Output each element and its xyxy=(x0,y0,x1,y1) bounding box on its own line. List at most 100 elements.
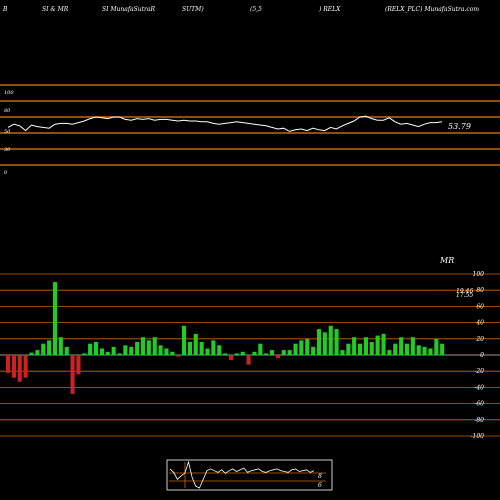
header-item: SI & MR xyxy=(42,6,69,13)
mrsi-tick-label: 80 xyxy=(476,287,484,294)
mrsi-bar xyxy=(23,355,28,378)
mrsi-bar xyxy=(264,353,269,355)
mrsi-bar xyxy=(381,333,386,355)
mrsi-bar xyxy=(322,332,327,355)
mrsi-bar xyxy=(375,335,380,355)
mrsi-tick-label: -60 xyxy=(474,401,484,408)
rsi-series-line xyxy=(7,115,443,132)
mrsi-panel-title: MR xyxy=(439,256,454,265)
rsi-tick-label: 80 xyxy=(4,108,11,114)
mrsi-tick-label: 0 xyxy=(480,352,484,359)
rsi-tick-label: 30 xyxy=(4,147,11,153)
mrsi-bar xyxy=(328,325,333,355)
mrsi-bar xyxy=(404,343,409,355)
mrsi-bar xyxy=(117,353,122,355)
header-item: (5,5 xyxy=(250,6,262,13)
header-item: SUTM) xyxy=(182,6,204,13)
mrsi-bar xyxy=(252,351,257,355)
mrsi-tick-label: 60 xyxy=(476,303,484,310)
mrsi-bar xyxy=(76,355,81,375)
mrsi-bar xyxy=(393,343,398,355)
mrsi-bar xyxy=(410,337,415,355)
mrsi-bar xyxy=(152,337,157,355)
mrsi-tick-label: 20 xyxy=(475,336,484,343)
mrsi-bar xyxy=(205,348,210,355)
mrsi-bar xyxy=(64,346,69,355)
header-item: B xyxy=(2,6,8,13)
rsi-tick-label: 100 xyxy=(4,90,14,96)
mrsi-bar xyxy=(287,350,292,355)
mrsi-bar xyxy=(422,346,427,355)
mrsi-bar xyxy=(234,353,239,355)
mrsi-bar xyxy=(305,338,310,355)
mrsi-bar xyxy=(340,350,345,355)
mrsi-tick-labels: 100 80 60 40 20 0 -20 -40 -60 -80 -100 xyxy=(471,271,485,440)
mrsi-value-label: 17.55 xyxy=(456,292,473,299)
mrsi-bar xyxy=(258,343,263,355)
mrsi-bar xyxy=(17,355,22,382)
mrsi-bar xyxy=(135,342,140,355)
mrsi-bar xyxy=(416,345,421,355)
mini-tick-label: 6 xyxy=(318,482,322,489)
rsi-tick-label: 50 xyxy=(4,129,11,135)
mrsi-tick-label: 100 xyxy=(473,271,485,278)
header-item: SI MunafaSutraR xyxy=(102,6,155,13)
mrsi-bar xyxy=(311,346,316,355)
mrsi-bar xyxy=(363,337,368,355)
mrsi-bar xyxy=(434,338,439,355)
mrsi-bar xyxy=(223,353,228,355)
mrsi-bar xyxy=(129,346,134,355)
mrsi-bar xyxy=(41,343,46,355)
mrsi-bars xyxy=(6,282,445,394)
header: B SI & MR SI MunafaSutraR SUTM) (5,5 ) R… xyxy=(2,6,479,13)
mrsi-bar xyxy=(387,350,392,355)
header-item: (RELX_PLC) MunafaSutra.com xyxy=(385,6,479,13)
mrsi-bar xyxy=(316,329,321,355)
mrsi-bar xyxy=(275,355,280,359)
mrsi-tick-label: 40 xyxy=(475,320,484,327)
mrsi-tick-label: -80 xyxy=(474,417,484,424)
mrsi-bar xyxy=(346,343,351,355)
mrsi-bar xyxy=(369,342,374,355)
mrsi-bar xyxy=(94,342,99,355)
mrsi-tick-label: -100 xyxy=(471,433,485,440)
rsi-level-lines xyxy=(0,84,500,166)
mrsi-bar xyxy=(11,355,16,378)
mrsi-bar xyxy=(6,355,11,373)
mini-series-line xyxy=(169,460,315,489)
header-item: ) RELX xyxy=(318,6,341,13)
rsi-tick-labels: 100 80 70 50 30 0 xyxy=(4,90,14,176)
mrsi-bar xyxy=(228,355,233,360)
mrsi-bar xyxy=(240,351,245,355)
mrsi-bar xyxy=(123,345,128,355)
mrsi-bar xyxy=(176,355,181,357)
mrsi-bar xyxy=(70,355,75,394)
mrsi-bar xyxy=(88,343,93,355)
mrsi-bar xyxy=(35,350,40,355)
mini-chart-frame xyxy=(166,459,333,491)
mrsi-bar xyxy=(246,355,251,365)
mrsi-bar xyxy=(170,351,175,355)
mrsi-bar xyxy=(440,343,445,355)
mrsi-tick-label: -20 xyxy=(474,368,484,375)
mrsi-bar xyxy=(99,348,104,355)
rsi-tick-label: 0 xyxy=(4,170,8,176)
mrsi-bar xyxy=(293,343,298,355)
mrsi-bar xyxy=(299,340,304,355)
mrsi-bar xyxy=(217,345,222,355)
mrsi-bar xyxy=(158,345,163,355)
mrsi-tick-label: -40 xyxy=(474,384,484,391)
mrsi-bar xyxy=(82,353,87,355)
mrsi-bar xyxy=(29,352,34,355)
mrsi-bar xyxy=(182,325,187,355)
mrsi-bar xyxy=(270,350,275,355)
mrsi-bar xyxy=(211,340,216,355)
mrsi-bar xyxy=(58,337,63,355)
mrsi-bar xyxy=(428,348,433,355)
mrsi-bar xyxy=(164,348,169,355)
mini-chart: 8 6 xyxy=(166,459,333,491)
rsi-value-label: 53.79 xyxy=(448,122,471,131)
mrsi-value-label: 19.46 xyxy=(456,288,473,295)
mrsi-bar xyxy=(105,351,110,355)
